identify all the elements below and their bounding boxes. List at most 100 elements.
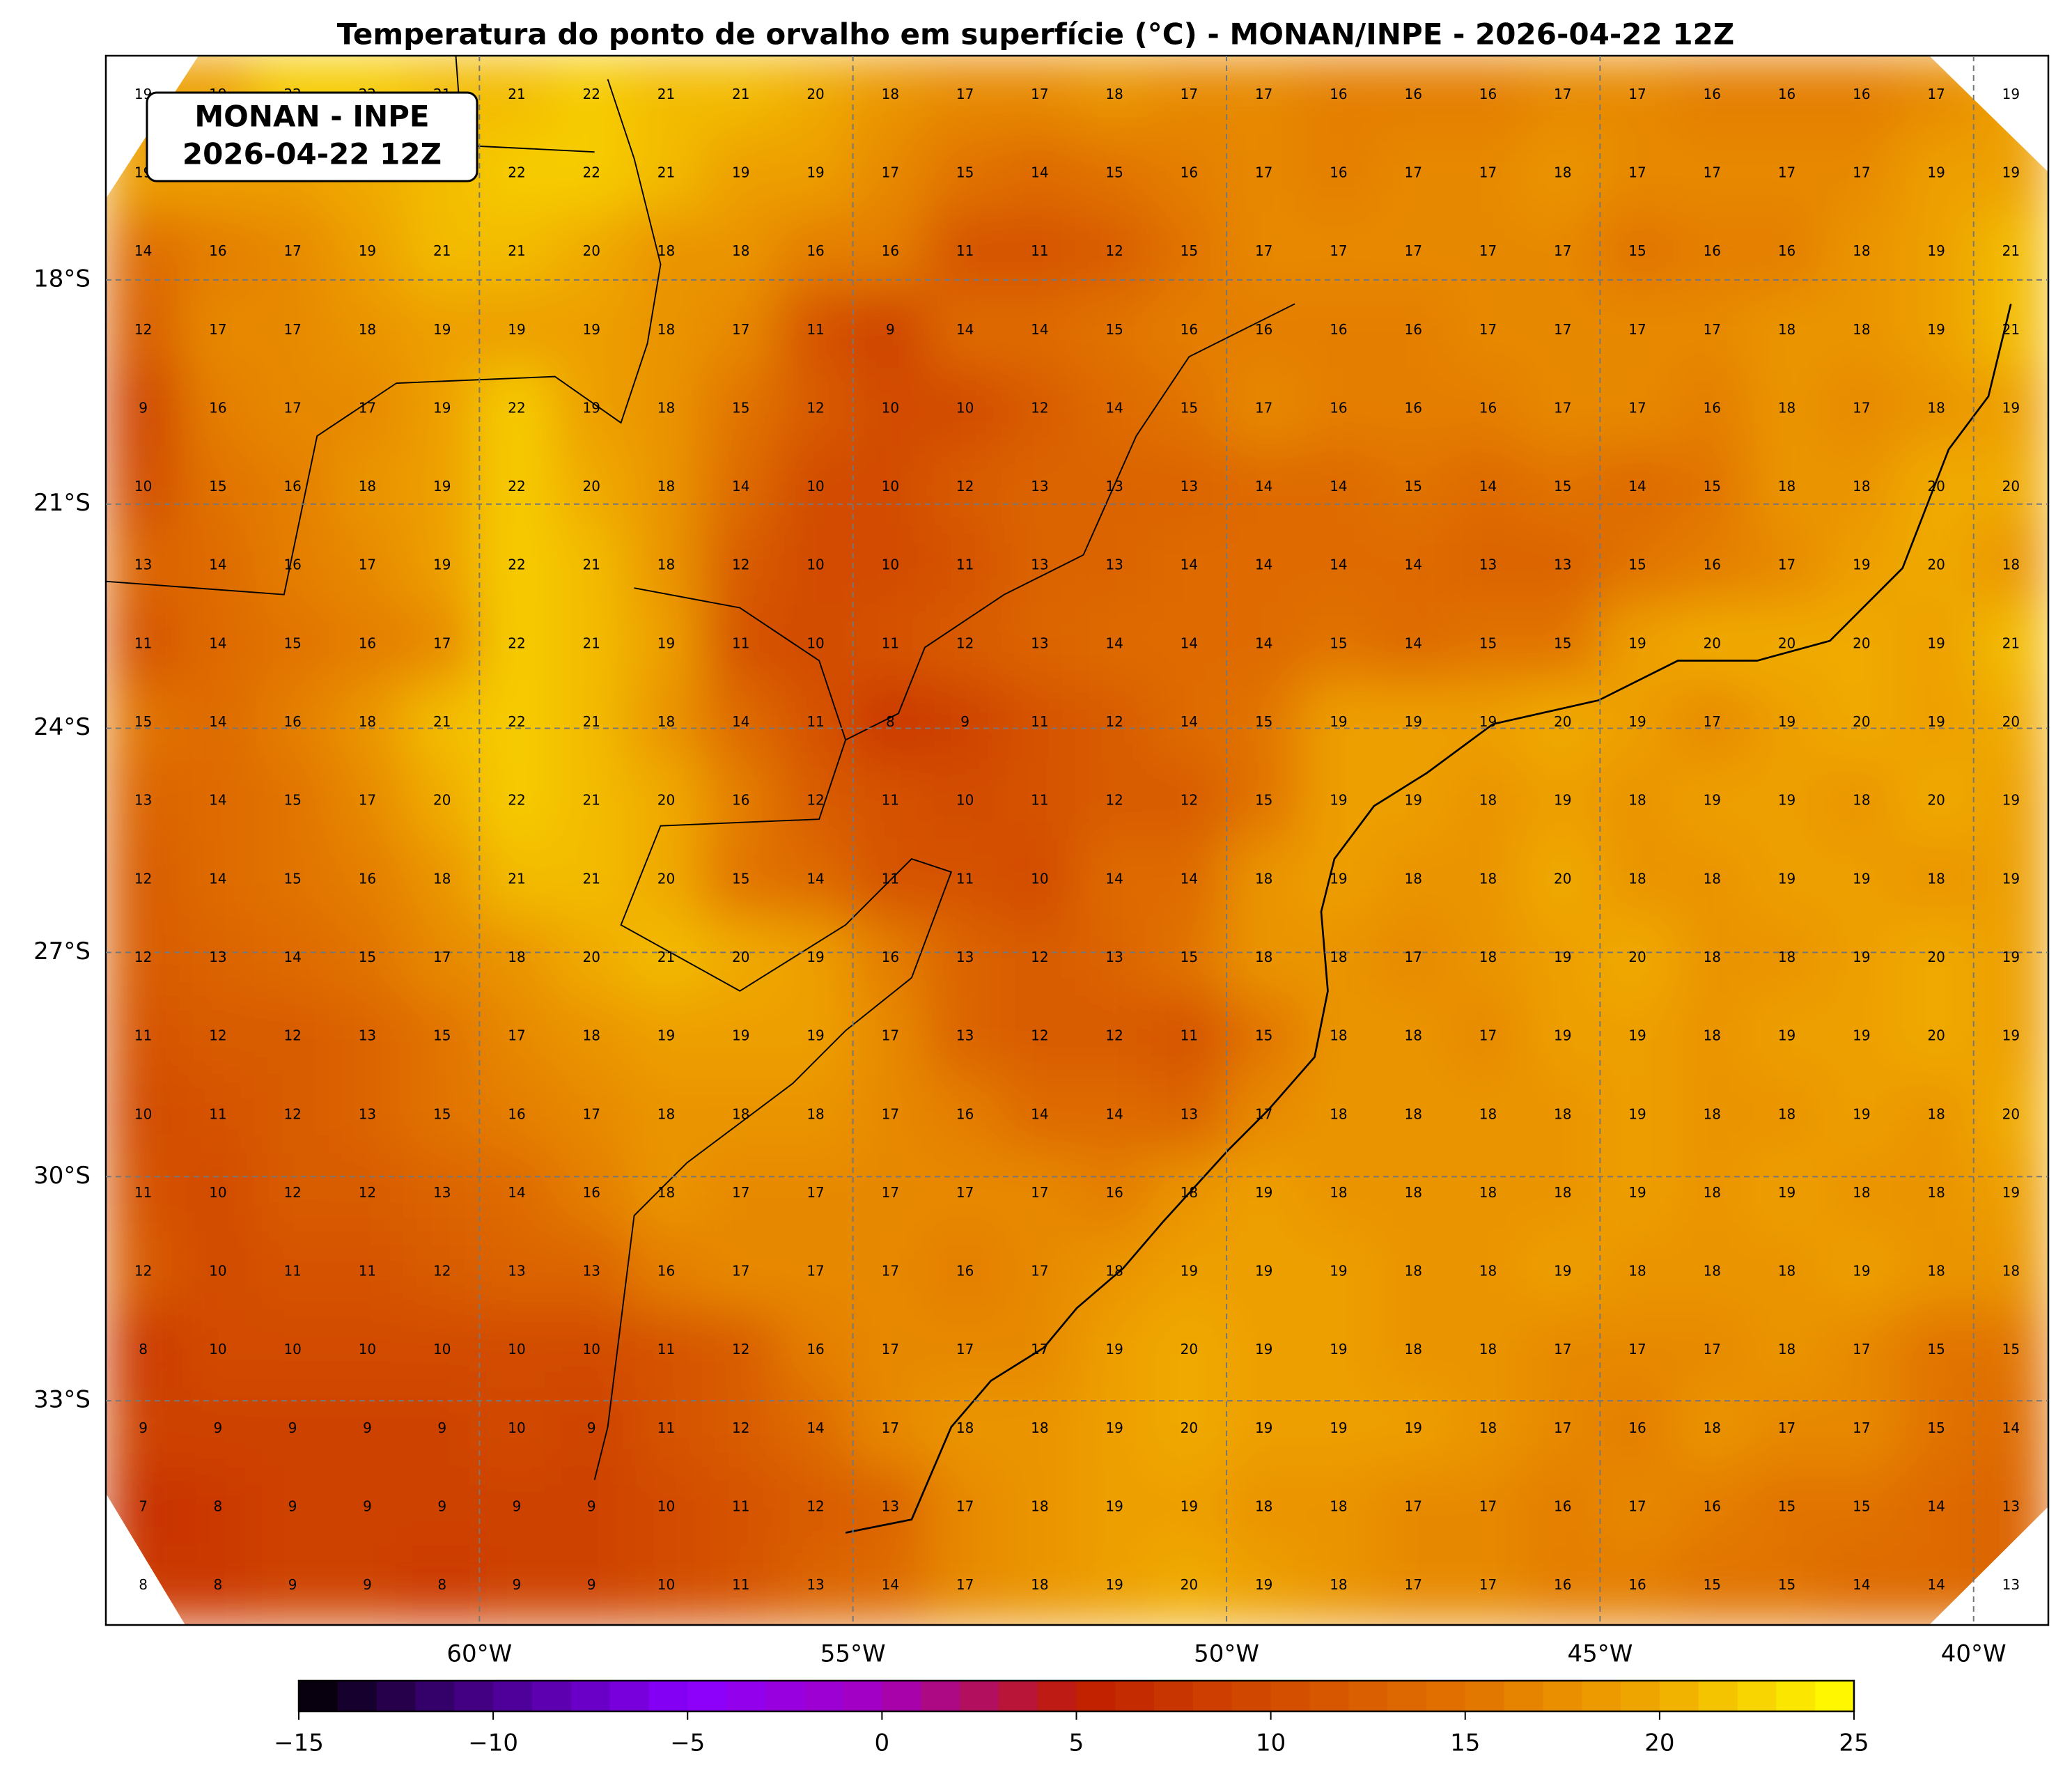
colorbar-step	[1154, 1681, 1194, 1711]
field-cell	[403, 1466, 481, 1548]
field-cell	[1225, 132, 1303, 215]
field-cell	[478, 446, 556, 528]
field-cell	[851, 603, 929, 685]
value-label: 18	[2002, 557, 2020, 573]
field-cell	[478, 1466, 556, 1548]
y-tick-label: 30°S	[33, 1162, 91, 1190]
x-tick-label: 40°W	[1941, 1640, 2007, 1668]
value-label: 11	[134, 1184, 152, 1201]
field-cell	[1001, 211, 1079, 293]
value-label: 18	[1255, 949, 1272, 965]
field-cell	[403, 917, 481, 999]
value-label: 16	[1330, 399, 1347, 416]
field-cell	[1524, 760, 1602, 842]
value-label: 17	[1778, 557, 1796, 573]
field-cell	[1001, 1545, 1079, 1625]
value-label: 20	[1554, 713, 1571, 730]
value-label: 9	[363, 1576, 372, 1593]
colorbar-step	[804, 1681, 844, 1711]
field-cell	[926, 56, 1004, 136]
field-cell	[254, 1388, 332, 1470]
value-label: 13	[1031, 635, 1048, 651]
value-label: 19	[1853, 949, 1870, 965]
value-label: 20	[1778, 635, 1796, 651]
field-cell	[1225, 682, 1303, 763]
value-label: 18	[1031, 1576, 1048, 1593]
value-label: 14	[283, 949, 301, 965]
value-label: 18	[807, 1105, 824, 1122]
value-label: 19	[2002, 949, 2020, 965]
field-cell	[1449, 917, 1527, 999]
field-cell	[702, 211, 780, 293]
value-label: 14	[1255, 478, 1272, 495]
field-cell	[403, 760, 481, 842]
value-label: 10	[508, 1420, 525, 1436]
value-label: 19	[2002, 1184, 2020, 1201]
field-cell	[926, 1545, 1004, 1625]
field-cell	[1075, 1309, 1153, 1392]
value-label: 14	[1105, 635, 1123, 651]
field-cell	[106, 1074, 182, 1156]
value-label: 16	[1105, 1184, 1123, 1201]
value-label: 17	[1330, 242, 1347, 259]
value-label: 10	[657, 1576, 675, 1593]
value-label: 18	[1778, 478, 1796, 495]
field-cell	[702, 1153, 780, 1234]
value-labels: 19 19 22 22 21 21 22 21 21 20 18 17 17 18 17 17 16 16 16 17…	[134, 86, 2020, 1593]
field-cell	[254, 603, 332, 685]
value-label: 20	[2002, 713, 2020, 730]
field-cell	[552, 1231, 630, 1313]
value-label: 17	[732, 1184, 749, 1201]
value-label: 16	[359, 635, 376, 651]
field-cell	[1075, 682, 1153, 763]
value-label: 18	[1927, 1263, 1945, 1280]
value-label: 9	[437, 1420, 446, 1436]
value-label: 12	[134, 1263, 152, 1280]
value-label: 9	[437, 1498, 446, 1515]
value-label: 9	[587, 1576, 596, 1593]
field-cell	[478, 1388, 556, 1470]
field-cell	[1598, 1466, 1676, 1548]
field-cell	[106, 995, 182, 1078]
value-label: 19	[1330, 870, 1347, 887]
field-cell	[1075, 995, 1153, 1078]
value-label: 14	[1105, 1105, 1123, 1122]
value-label: 17	[1031, 1263, 1048, 1280]
value-label: 19	[1181, 1498, 1198, 1515]
value-label: 19	[1554, 949, 1571, 965]
field-cell	[1001, 1466, 1079, 1548]
field-cell	[777, 1231, 855, 1313]
colorbar-step	[570, 1681, 611, 1711]
field-cell	[627, 1074, 706, 1156]
value-label: 19	[1105, 1420, 1123, 1436]
value-label: 19	[1404, 792, 1421, 809]
field-cell	[1075, 56, 1153, 136]
field-cell	[1897, 995, 1975, 1078]
field-cell	[179, 1309, 257, 1392]
value-label: 20	[1927, 792, 1945, 809]
value-label: 18	[1404, 1263, 1421, 1280]
field-cell	[1673, 1545, 1751, 1625]
field-cell	[254, 289, 332, 371]
field-cell	[254, 995, 332, 1078]
value-label: 18	[1554, 1105, 1571, 1122]
field-cell	[1598, 1545, 1676, 1625]
value-label: 21	[583, 792, 600, 809]
field-cell	[1598, 760, 1676, 842]
value-label: 18	[1255, 1498, 1272, 1515]
field-cell	[1598, 368, 1676, 450]
value-label: 12	[1031, 1027, 1048, 1044]
field-cell	[254, 682, 332, 763]
field-cell	[403, 1074, 481, 1156]
value-label: 18	[657, 1184, 675, 1201]
field-cell	[328, 446, 407, 528]
value-label: 18	[956, 1420, 974, 1436]
colorbar-step	[1115, 1681, 1155, 1711]
colorbar-tick-label: −15	[274, 1729, 324, 1757]
field-cell	[851, 524, 929, 607]
value-label: 12	[1031, 399, 1048, 416]
value-label: 19	[1853, 870, 1870, 887]
field-cell	[254, 1309, 332, 1392]
field-cell	[1075, 446, 1153, 528]
field-cell	[478, 995, 556, 1078]
